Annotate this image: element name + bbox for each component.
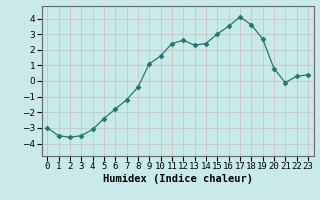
X-axis label: Humidex (Indice chaleur): Humidex (Indice chaleur) [103, 174, 252, 184]
